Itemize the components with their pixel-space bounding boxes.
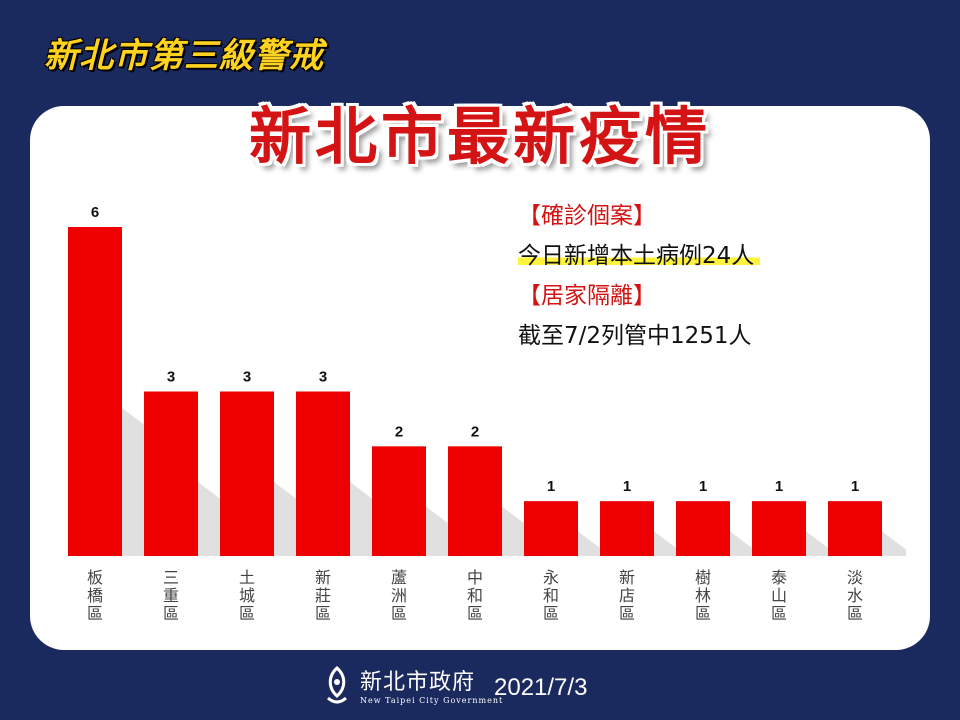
confirmed-text-line: 今日新增本土病例24人 [518, 236, 848, 276]
bar-10 [752, 501, 806, 556]
category-label: 新店區 [619, 568, 635, 623]
data-label: 3 [243, 369, 251, 386]
confirmed-text: 今日新增本土病例24人 [518, 243, 761, 269]
quarantine-text: 截至7/2列管中1251人 [518, 323, 752, 349]
bar-7 [524, 501, 578, 556]
bar-2 [144, 391, 198, 556]
category-label: 淡水區 [847, 568, 863, 623]
data-label: 2 [471, 423, 479, 440]
category-label: 新莊區 [315, 568, 331, 623]
bar-3 [220, 391, 274, 556]
footer: 新北市政府 New Taipei City Government 2021/7/… [322, 662, 642, 712]
bar-shadow [806, 531, 830, 556]
bar-1 [68, 227, 122, 556]
bar-5 [372, 446, 426, 556]
data-label: 1 [623, 478, 631, 495]
bar-6 [448, 446, 502, 556]
data-label: 2 [395, 423, 403, 440]
data-label: 6 [91, 204, 99, 221]
category-label: 土城區 [239, 568, 255, 623]
category-label: 三重區 [163, 568, 179, 623]
bar-shadow [654, 531, 678, 556]
report-date: 2021/7/3 [494, 674, 588, 701]
data-label: 1 [547, 478, 555, 495]
new-taipei-logo-icon [327, 666, 347, 704]
bar-shadow [198, 481, 222, 556]
bar-shadow [426, 506, 450, 556]
page-title: 新北市最新疫情 [248, 100, 711, 173]
info-panel: 【確診個案】 今日新增本土病例24人 【居家隔離】 截至7/2列管中1251人 [518, 196, 848, 356]
org-name-en: New Taipei City Government [360, 696, 504, 705]
data-label: 3 [167, 369, 175, 386]
bar-shadow [350, 481, 374, 556]
bar-shadow [274, 481, 298, 556]
category-label: 蘆洲區 [391, 568, 407, 623]
org-name: 新北市政府 [360, 670, 476, 695]
category-label: 永和區 [543, 568, 559, 623]
bar-4 [296, 391, 350, 556]
bar-9 [676, 501, 730, 556]
bar-shadow [730, 531, 754, 556]
category-label: 板橋區 [87, 568, 103, 623]
confirmed-header: 【確診個案】 [518, 203, 656, 229]
bar-shadow [122, 407, 146, 556]
data-label: 1 [775, 478, 783, 495]
alert-level-banner: 新北市第三級警戒 [44, 36, 324, 76]
category-label: 中和區 [467, 568, 483, 623]
data-label: 3 [319, 369, 327, 386]
bar-shadow [882, 531, 906, 556]
content-card [30, 106, 930, 650]
bar-8 [600, 501, 654, 556]
quarantine-header: 【居家隔離】 [518, 283, 656, 309]
data-label: 1 [699, 478, 707, 495]
bar-shadow [578, 531, 602, 556]
category-label: 泰山區 [771, 568, 787, 623]
bar-shadow [502, 506, 526, 556]
bar-11 [828, 501, 882, 556]
data-label: 1 [851, 478, 859, 495]
category-label: 樹林區 [695, 568, 711, 623]
